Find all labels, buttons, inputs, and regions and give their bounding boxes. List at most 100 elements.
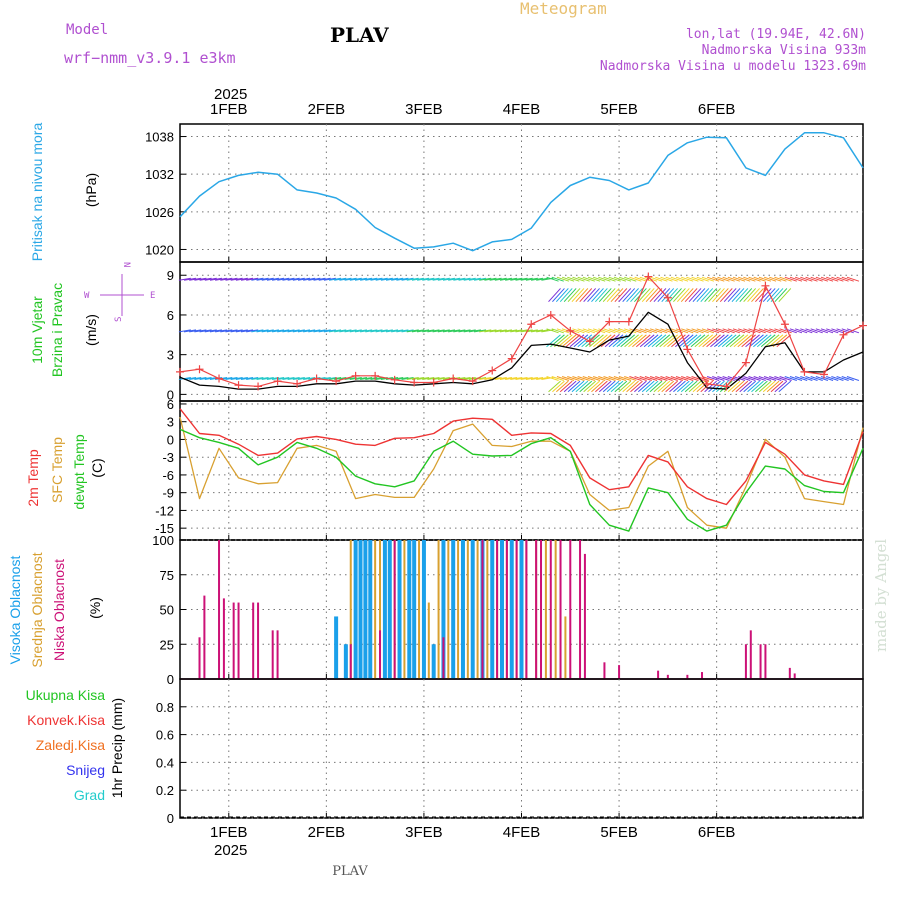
wind-barb: [525, 329, 538, 333]
wind-barb: [370, 329, 383, 333]
wind-barb: [582, 376, 595, 381]
wind-barb: [277, 329, 290, 333]
wind-barb: [645, 380, 659, 393]
wind-barb: [577, 328, 590, 334]
cloud-bar-0: [368, 540, 373, 679]
wind-barb: [240, 329, 254, 333]
cloud-bar-2: [218, 540, 221, 679]
wind-barb: [406, 277, 419, 281]
wind-barb: [644, 376, 658, 381]
wind-barb: [649, 276, 663, 282]
wind-gust-marker: [429, 378, 438, 387]
wind-barb: [758, 376, 772, 381]
cloud-bar-0: [382, 540, 387, 679]
wind-barb: [594, 288, 608, 303]
wind-barb: [292, 377, 305, 380]
wind-barb: [546, 328, 559, 334]
wind-barb: [789, 328, 803, 334]
wind-barb: [820, 328, 834, 334]
wind-barb: [318, 329, 331, 333]
wind-barb: [620, 334, 636, 348]
wind-barb: [743, 276, 756, 282]
wind-barb: [649, 376, 663, 381]
wind-gust-marker: [546, 310, 555, 319]
y-tick-label: 6: [167, 308, 174, 323]
wind-barb: [546, 376, 559, 381]
wind-barb: [463, 377, 476, 380]
wind-barb: [401, 329, 414, 333]
wind-barb: [661, 380, 675, 393]
wind-barb: [235, 329, 248, 333]
y-tick-label: 1020: [145, 242, 174, 257]
wind-barb: [723, 288, 737, 303]
wind-barb: [686, 328, 699, 334]
wind-barb: [530, 277, 544, 281]
wind-barb: [494, 329, 507, 333]
cloud-bar-1: [374, 540, 377, 679]
cloud-bar-2: [559, 540, 562, 679]
wind-barb: [303, 377, 316, 380]
wind-barb: [209, 277, 223, 281]
wind-barb: [712, 276, 725, 282]
wind-barb: [479, 277, 492, 281]
mid-cloud-label: Srednja Oblacnost: [29, 552, 45, 667]
wind-barb: [800, 328, 813, 334]
precip-frz-label: Zaledj.Kisa: [36, 737, 105, 753]
wind-barb: [766, 288, 780, 303]
precip-conv-label: Konvek.Kisa: [27, 712, 105, 728]
wind-barb: [602, 380, 616, 393]
wind-barb: [698, 334, 714, 348]
wind-barb: [593, 376, 606, 381]
panel-frame: [179, 678, 864, 819]
wind-barb: [768, 334, 784, 348]
wind-barb: [743, 376, 756, 381]
cloud-bar-0: [451, 540, 456, 679]
wind-barb: [618, 276, 632, 282]
day-labels: 1FEB 1FEB 2FEB 2FEB 3FEB 3FEB 4FEB 4FEB 5FEB 5FEB…: [210, 101, 735, 841]
wind-barb: [613, 328, 627, 334]
cloud-bar-1: [403, 540, 406, 679]
wind-barb: [189, 277, 202, 281]
wind-barb: [287, 377, 300, 380]
wind-barb: [739, 288, 753, 303]
wind-barb: [256, 377, 269, 380]
wind-barb: [610, 288, 624, 303]
wind-barb: [836, 276, 849, 282]
wind-barb: [344, 329, 357, 333]
wind-barb: [344, 277, 357, 281]
wind-barb: [732, 328, 746, 334]
wind-barb: [515, 329, 528, 333]
y-tick-label: 1038: [145, 130, 174, 145]
wind-barb: [810, 376, 823, 381]
wind-barb: [548, 288, 561, 303]
wind-barb: [753, 334, 768, 348]
wind-barb: [308, 329, 321, 333]
station-title: PLAV: [330, 23, 389, 47]
wind-barb: [422, 329, 435, 333]
wind-gust-marker: [605, 317, 614, 326]
wind-barb: [427, 329, 440, 333]
wind-barb: [836, 376, 849, 381]
wind-barb: [178, 277, 191, 281]
wind-gust-marker: [683, 345, 692, 354]
wind-barb: [696, 288, 710, 303]
wind-barb: [614, 380, 628, 393]
cloud-bar-2: [237, 602, 240, 679]
wind-barb: [525, 277, 538, 281]
cloud-bar-2: [540, 540, 543, 679]
meteogram-title: Meteogram: [520, 0, 607, 18]
wind-barb: [696, 276, 709, 282]
wind-barb: [758, 276, 772, 282]
snow-label: Snijeg: [66, 762, 105, 778]
y-tick-label: 0: [167, 387, 174, 402]
wind-barb: [365, 277, 378, 281]
wind-barb: [649, 288, 663, 303]
wind-barb: [194, 329, 207, 333]
wind-barb: [641, 380, 655, 393]
wind-barb: [448, 329, 461, 333]
elevation-label: Nadmorska Visina 933m: [702, 43, 867, 58]
wind-barb: [282, 329, 295, 333]
wind-barb: [209, 329, 223, 333]
wind-barb: [577, 276, 590, 282]
wind-barb: [240, 277, 254, 281]
